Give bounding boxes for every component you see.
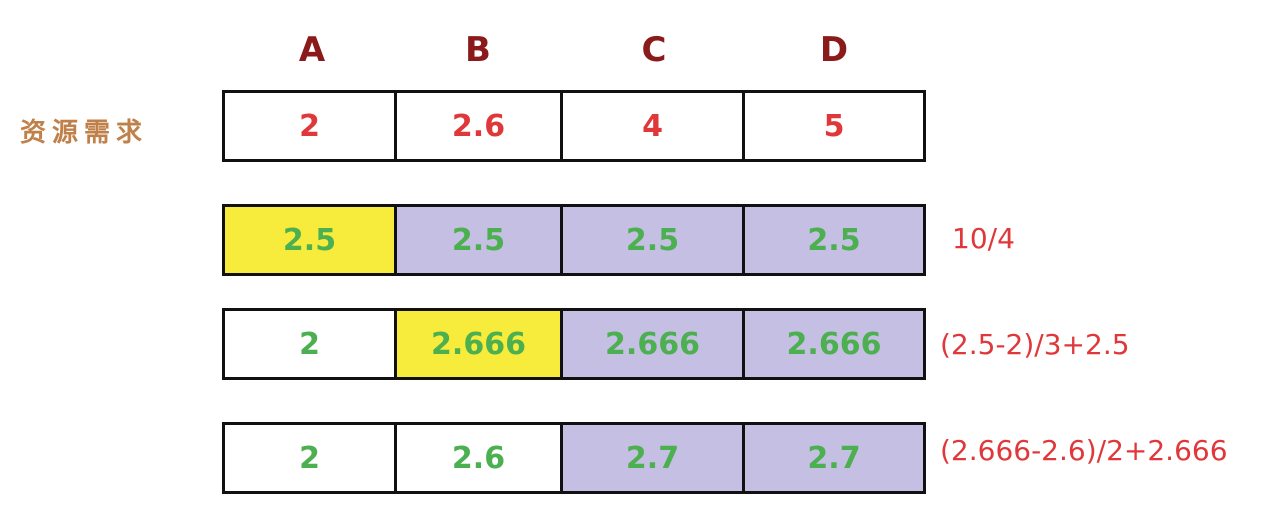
allocation-1-cell-b: 2.5 (397, 207, 563, 273)
column-header-a: A (298, 30, 326, 70)
allocation-3-cell-b: 2.6 (397, 425, 563, 491)
formula-3: (2.666-2.6)/2+2.666 (940, 434, 1228, 467)
allocation-2-cell-c: 2.666 (563, 311, 745, 377)
demand-cell-c: 4 (563, 93, 745, 159)
allocation-2-cell-b: 2.666 (397, 311, 563, 377)
resource-demand-label: 资源需求 (20, 118, 149, 148)
allocation-row-1: 2.5 2.5 2.5 2.5 (222, 204, 926, 276)
demand-cell-a: 2 (225, 93, 397, 159)
allocation-2-cell-d: 2.666 (745, 311, 923, 377)
demand-row: 2 2.6 4 5 (222, 90, 926, 162)
allocation-row-2: 2 2.666 2.666 2.666 (222, 308, 926, 380)
formula-1: 10/4 (952, 222, 1015, 255)
allocation-2-cell-a: 2 (225, 311, 397, 377)
allocation-1-cell-d: 2.5 (745, 207, 923, 273)
allocation-3-cell-a: 2 (225, 425, 397, 491)
column-header-d: D (819, 30, 849, 70)
allocation-3-cell-d: 2.7 (745, 425, 923, 491)
column-header-b: B (465, 30, 491, 70)
allocation-3-cell-c: 2.7 (563, 425, 745, 491)
formula-2: (2.5-2)/3+2.5 (940, 328, 1130, 361)
demand-cell-b: 2.6 (397, 93, 563, 159)
column-header-c: C (641, 30, 667, 70)
allocation-1-cell-c: 2.5 (563, 207, 745, 273)
allocation-row-3: 2 2.6 2.7 2.7 (222, 422, 926, 494)
allocation-1-cell-a: 2.5 (225, 207, 397, 273)
demand-cell-d: 5 (745, 93, 923, 159)
